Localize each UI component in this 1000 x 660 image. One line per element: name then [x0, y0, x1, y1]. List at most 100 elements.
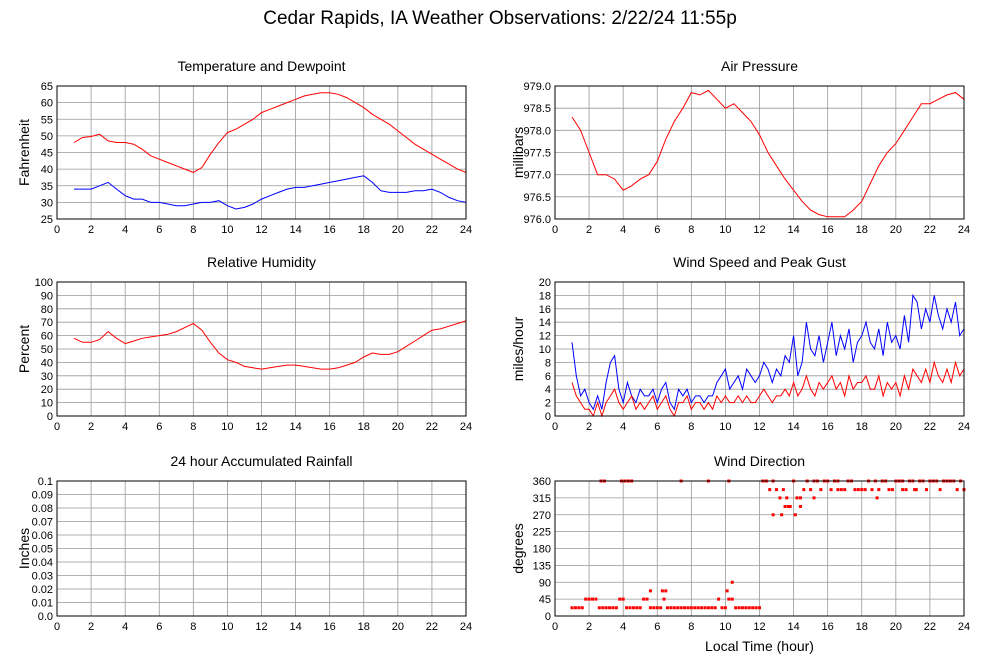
temp-y-tick-label: 25: [41, 214, 53, 226]
direction-point: [754, 606, 758, 610]
rain-y-tick-label: 0.04: [32, 557, 53, 569]
rain-y-tick-label: 0.01: [32, 598, 53, 610]
direction-point: [621, 597, 625, 601]
direction-point: [679, 606, 683, 610]
wind-frame: [554, 281, 965, 417]
direction-y-tick-label: 0: [545, 611, 551, 623]
direction-point: [913, 488, 917, 492]
humidity-y-tick-label: 90: [41, 290, 53, 302]
temp-chart-title: Temperature and Dewpoint: [177, 58, 345, 74]
direction-point: [938, 488, 942, 492]
temp-y-tick-label: 55: [41, 114, 53, 126]
direction-point: [856, 488, 860, 492]
humidity-y-tick-label: 50: [41, 344, 53, 356]
direction-point: [645, 597, 649, 601]
humidity-x-tick-label: 14: [289, 421, 301, 433]
humidity-x-tick-label: 0: [54, 421, 60, 433]
direction-x-tick-label: 12: [753, 621, 765, 633]
direction-point: [786, 505, 790, 508]
humidity-frame: [56, 281, 467, 417]
direction-point: [686, 606, 690, 610]
rain-x-tick-label: 0: [54, 621, 60, 633]
temp-x-tick-label: 16: [324, 224, 336, 236]
direction-y-tick-label: 270: [533, 510, 551, 522]
pressure-x-tick-label: 14: [787, 224, 799, 236]
temp-x-tick-label: 24: [460, 224, 472, 236]
wind-chart-title: Wind Speed and Peak Gust: [673, 254, 846, 270]
direction-point: [875, 496, 879, 500]
rain-x-tick-label: 16: [324, 621, 336, 633]
temp-y-axis-label: Fahrenheit: [16, 119, 32, 186]
direction-point: [778, 496, 782, 500]
direction-x-tick-label: 2: [586, 621, 592, 633]
temp-x-tick-label: 18: [358, 224, 370, 236]
direction-point: [901, 488, 905, 492]
humidity-y-tick-label: 40: [41, 357, 53, 369]
direction-point: [780, 513, 784, 517]
direction-point: [904, 488, 908, 492]
direction-point: [802, 488, 806, 492]
humidity-y-axis-label: Percent: [16, 325, 32, 373]
humidity-x-tick-label: 22: [426, 421, 438, 433]
direction-point: [611, 606, 615, 610]
direction-point: [587, 597, 591, 601]
temp-y-tick-label: 40: [41, 164, 53, 176]
rain-chart-title: 24 hour Accumulated Rainfall: [170, 453, 352, 469]
pressure-x-tick-label: 10: [719, 224, 731, 236]
direction-point: [768, 488, 772, 492]
temp-x-tick-label: 0: [54, 224, 60, 236]
direction-chart: 0 2 4 6 8 10 12 14 16 18 20 22 240459013518022527031…: [510, 453, 970, 654]
direction-point: [771, 513, 775, 517]
direction-point: [877, 488, 881, 492]
direction-point: [631, 606, 635, 610]
direction-point: [795, 496, 799, 500]
direction-point: [669, 606, 673, 610]
rain-x-tick-label: 14: [289, 621, 301, 633]
wind-x-tick-label: 12: [753, 421, 765, 433]
wind-y-tick-label: 16: [539, 304, 551, 316]
humidity-x-tick-label: 18: [358, 421, 370, 433]
direction-x-tick-label: 20: [890, 621, 902, 633]
humidity-y-tick-label: 60: [41, 331, 53, 343]
humidity-chart: 0 2 4 6 8 10 12 14 16 18 20 22 240102030405060708090…: [16, 254, 472, 433]
pressure-x-tick-label: 12: [753, 224, 765, 236]
rain-y-tick-label: 0.03: [32, 571, 53, 583]
direction-x-axis-label: Local Time (hour): [705, 638, 814, 654]
wind-y-tick-label: 6: [545, 371, 551, 383]
direction-point: [955, 488, 959, 492]
direction-point: [853, 488, 857, 492]
temp-y-tick-label: 50: [41, 131, 53, 143]
wind-x-tick-label: 18: [856, 421, 868, 433]
wind-x-tick-label: 8: [688, 421, 694, 433]
pressure-frame: [554, 85, 965, 220]
wind-chart: 0 2 4 6 8 10 12 14 16 18 20 22 2402468101214161820Wi…: [510, 254, 970, 433]
humidity-y-tick-label: 30: [41, 371, 53, 383]
direction-point: [648, 589, 652, 593]
pressure-y-tick-label: 976.5: [523, 192, 551, 204]
direction-point: [662, 597, 666, 601]
direction-point: [740, 606, 744, 610]
wind-y-tick-label: 2: [545, 398, 551, 410]
rain-x-tick-label: 6: [156, 621, 162, 633]
humidity-x-tick-label: 12: [255, 421, 267, 433]
temp-x-tick-label: 4: [122, 224, 128, 236]
direction-point: [781, 488, 785, 492]
wind-y-tick-label: 4: [545, 384, 551, 396]
direction-point: [775, 488, 779, 492]
direction-point: [570, 606, 574, 610]
direction-point: [720, 606, 724, 610]
humidity-y-tick-label: 10: [41, 398, 53, 410]
direction-point: [700, 606, 704, 610]
direction-point: [584, 597, 588, 601]
direction-point: [660, 589, 664, 593]
temp-y-tick-label: 65: [41, 81, 53, 93]
rain-x-tick-label: 22: [426, 621, 438, 633]
direction-point: [788, 505, 792, 508]
direction-point: [914, 488, 918, 492]
direction-x-tick-label: 18: [856, 621, 868, 633]
direction-y-tick-label: 225: [533, 527, 551, 539]
pressure-x-tick-label: 16: [822, 224, 834, 236]
pressure-x-tick-label: 18: [856, 224, 868, 236]
temp-y-tick-label: 45: [41, 148, 53, 160]
